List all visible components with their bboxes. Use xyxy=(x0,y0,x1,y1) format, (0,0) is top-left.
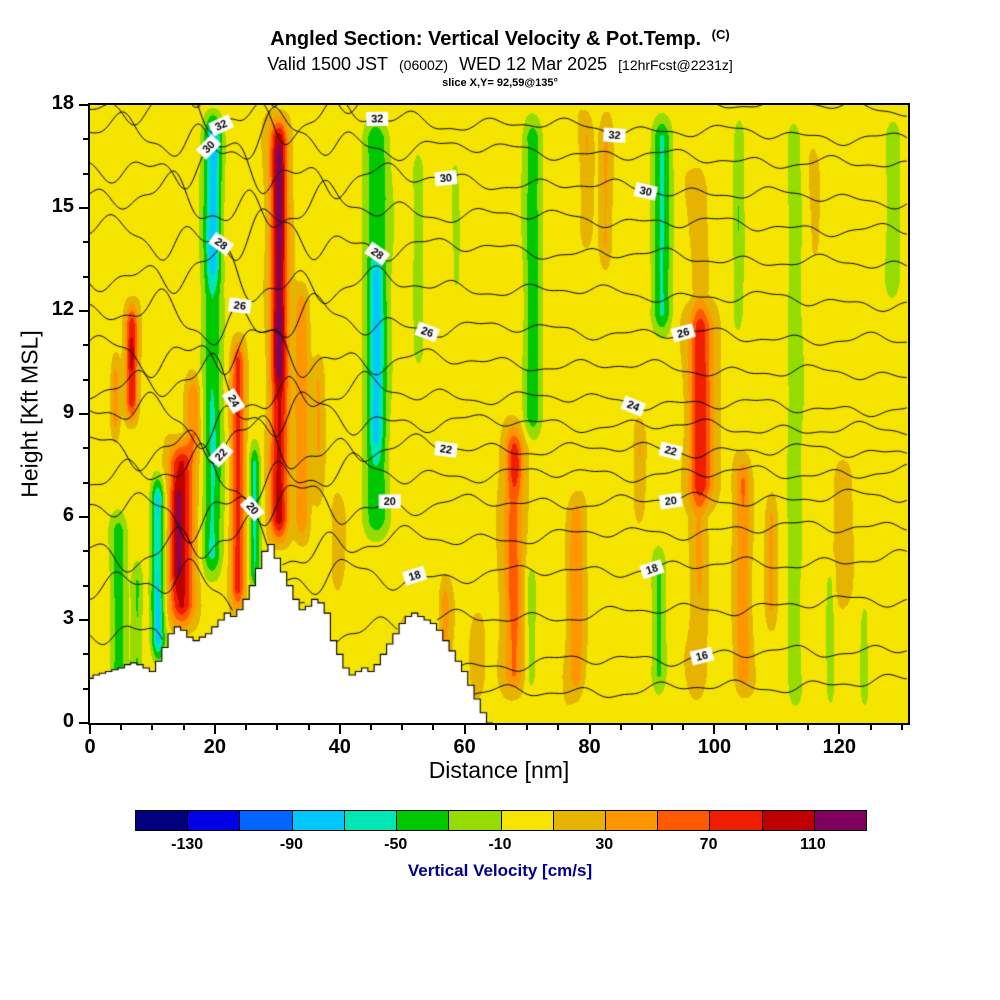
x-axis-tick xyxy=(182,725,185,730)
colorbar-tick-label: 110 xyxy=(799,836,826,853)
colorbar-segment xyxy=(552,811,605,830)
valid-date-text: WED 12 Mar 2025 xyxy=(459,54,608,74)
x-axis-tick xyxy=(650,725,653,730)
forecast-info-text: [12hrFcst@2231z] xyxy=(618,57,733,73)
x-axis-tick xyxy=(744,725,747,730)
colorbar-tick-label: -90 xyxy=(279,836,303,853)
y-axis-tick xyxy=(83,138,88,141)
valid-time-subtitle: Valid 1500 JST (0600Z) WED 12 Mar 2025 [… xyxy=(0,54,1000,75)
x-tick-label: 80 xyxy=(578,736,601,758)
colorbar-segment xyxy=(761,811,814,830)
colorbar-segment xyxy=(187,811,240,830)
x-tick-label: 40 xyxy=(328,736,351,758)
valid-zulu-text: (0600Z) xyxy=(399,57,449,73)
x-axis-tick xyxy=(307,725,310,730)
x-axis-tick xyxy=(338,725,341,734)
y-tick-label: 6 xyxy=(62,504,74,526)
x-axis-tick xyxy=(369,725,372,730)
x-tick-label: 20 xyxy=(203,736,226,758)
colorbar-segment xyxy=(343,811,397,830)
y-axis-tick xyxy=(79,722,88,724)
y-tick-label: 0 xyxy=(62,710,74,732)
x-axis-tick xyxy=(526,725,529,730)
y-axis-tick xyxy=(79,310,88,312)
x-axis-tick xyxy=(713,725,716,734)
y-tick-label: 3 xyxy=(62,607,74,629)
y-axis-tick xyxy=(79,619,88,621)
x-tick-label: 60 xyxy=(453,736,476,758)
x-axis-tick xyxy=(557,725,560,730)
x-axis-tick xyxy=(588,725,591,734)
x-axis-tick xyxy=(619,725,622,730)
x-tick-label: 100 xyxy=(697,736,732,758)
colorbar-segment xyxy=(500,811,553,830)
x-axis-tick xyxy=(775,725,778,730)
colorbar-segment xyxy=(604,811,658,830)
x-axis-tick xyxy=(807,725,810,730)
y-axis-tick xyxy=(79,413,88,415)
chart-title: Angled Section: Vertical Velocity & Pot.… xyxy=(0,27,1000,51)
x-tick-label: 120 xyxy=(822,736,856,758)
y-tick-label: 12 xyxy=(51,298,74,320)
colorbar-tick-label: -50 xyxy=(384,836,408,853)
chart-title-unit: (C) xyxy=(711,27,730,42)
y-axis-tick xyxy=(79,516,88,518)
colorbar-tick-label: 30 xyxy=(595,836,614,853)
y-axis-tick xyxy=(79,104,88,106)
y-axis-tick xyxy=(83,172,88,175)
y-axis-tick xyxy=(83,687,88,690)
x-axis-tick xyxy=(213,725,216,734)
y-axis-tick xyxy=(83,378,88,381)
x-axis-tick xyxy=(682,725,685,730)
x-tick-label: 0 xyxy=(84,736,96,758)
colorbar-segment xyxy=(657,811,710,830)
colorbar-segment xyxy=(291,811,344,830)
x-axis-tick xyxy=(245,725,248,730)
x-axis-tick xyxy=(276,725,279,730)
y-axis-tick xyxy=(83,584,88,587)
x-axis-tick xyxy=(401,725,404,730)
colorbar-segment xyxy=(448,811,501,830)
y-axis-tick xyxy=(83,344,88,347)
y-axis-tick xyxy=(83,241,88,244)
y-axis-tick xyxy=(79,207,88,209)
x-axis-label: Distance [nm] xyxy=(428,757,570,783)
y-axis-tick xyxy=(83,653,88,656)
x-axis-tick xyxy=(151,725,154,730)
colorbar-label: Vertical Velocity [cm/s] xyxy=(407,861,593,880)
velocity-contour-field xyxy=(90,105,908,723)
y-tick-label: 15 xyxy=(51,195,74,217)
colorbar-tick-label: -130 xyxy=(171,836,204,853)
colorbar-tick-label: -10 xyxy=(488,836,512,853)
y-tick-label: 18 xyxy=(51,92,74,114)
x-axis-tick xyxy=(120,725,123,730)
colorbar-segment xyxy=(396,811,449,830)
y-axis-tick xyxy=(83,481,88,484)
x-axis-tick xyxy=(494,725,497,730)
colorbar-segment xyxy=(136,811,188,830)
y-axis-tick xyxy=(83,550,88,553)
x-axis-tick xyxy=(89,725,91,734)
y-tick-label: 9 xyxy=(62,401,74,423)
y-axis-tick xyxy=(83,447,88,450)
chart-title-text: Angled Section: Vertical Velocity & Pot.… xyxy=(270,28,702,50)
x-axis-tick xyxy=(900,725,903,730)
x-axis-tick xyxy=(432,725,435,730)
colorbar-tick-label: 70 xyxy=(699,836,718,853)
x-axis-tick xyxy=(838,725,841,734)
y-axis-tick xyxy=(83,275,88,278)
colorbar xyxy=(135,810,867,831)
valid-time-text: Valid 1500 JST xyxy=(267,54,388,74)
colorbar-segment xyxy=(813,811,867,830)
colorbar-segment xyxy=(239,811,292,830)
x-axis-tick xyxy=(463,725,466,734)
colorbar-segment xyxy=(709,811,762,830)
x-axis-tick xyxy=(869,725,872,730)
slice-info: slice X,Y= 92,59@135° xyxy=(442,77,558,89)
